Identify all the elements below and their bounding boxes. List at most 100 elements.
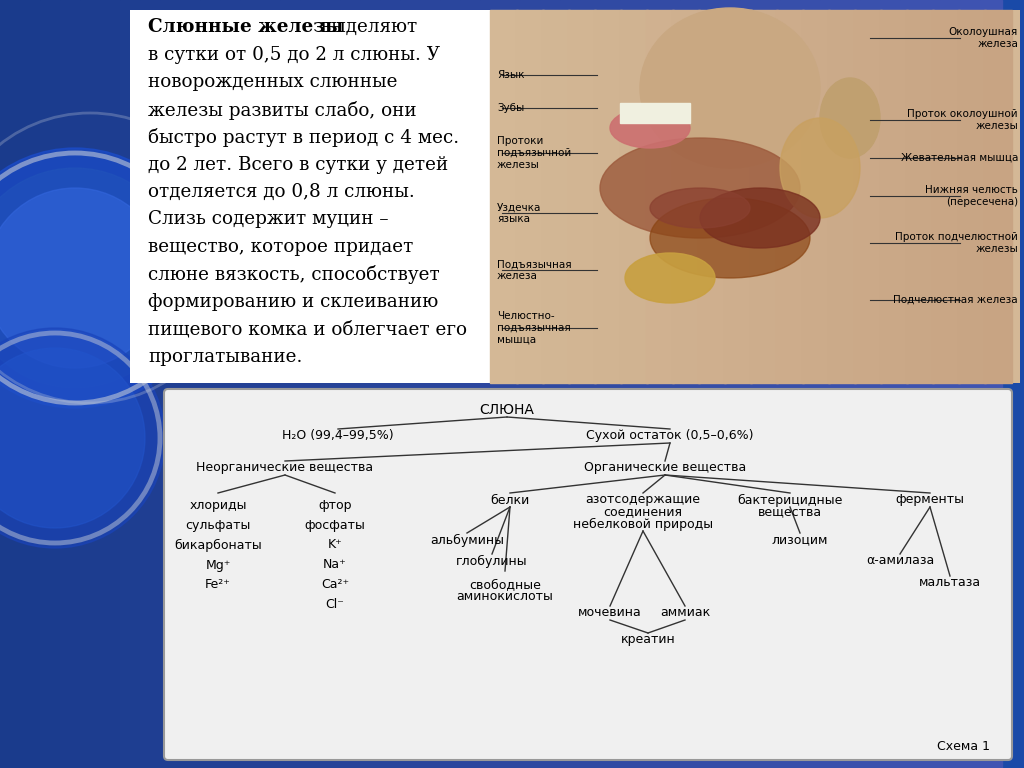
Text: свободные: свободные	[469, 578, 541, 591]
Ellipse shape	[650, 198, 810, 278]
Text: Na⁺: Na⁺	[324, 558, 347, 571]
Bar	[906, 10, 934, 383]
Text: аминокислоты: аминокислоты	[457, 591, 553, 604]
Bar	[961, 0, 982, 768]
Bar	[828, 10, 856, 383]
Bar	[400, 0, 422, 768]
Bar	[840, 0, 862, 768]
Text: хлориды: хлориды	[189, 498, 247, 511]
Bar	[140, 0, 162, 768]
Bar	[700, 0, 722, 768]
Bar	[240, 0, 262, 768]
Ellipse shape	[600, 138, 800, 238]
Text: соединения: соединения	[603, 505, 683, 518]
Bar	[0, 0, 22, 768]
Bar	[880, 10, 908, 383]
Text: аммиак: аммиак	[659, 607, 710, 620]
Bar	[920, 0, 942, 768]
Text: Уздечка
языка: Уздечка языка	[497, 202, 542, 223]
Bar	[940, 0, 962, 768]
Text: Mg⁺: Mg⁺	[206, 558, 230, 571]
Bar	[594, 10, 622, 383]
Circle shape	[0, 348, 145, 528]
Bar	[180, 0, 202, 768]
Bar	[340, 0, 362, 768]
Text: азотсодержащие: азотсодержащие	[586, 494, 700, 507]
Text: Проток околоушной
железы: Проток околоушной железы	[907, 109, 1018, 131]
Text: ферменты: ферменты	[896, 494, 965, 507]
Text: в сутки от 0,5 до 2 л слюны. У: в сутки от 0,5 до 2 л слюны. У	[148, 45, 440, 64]
Bar	[80, 0, 102, 768]
Bar	[720, 0, 742, 768]
Text: мочевина: мочевина	[579, 607, 642, 620]
Text: выделяют: выделяют	[315, 18, 417, 36]
Text: Неорганические вещества: Неорганические вещества	[197, 462, 374, 475]
Text: Подъязычная
железа: Подъязычная железа	[497, 260, 571, 281]
Bar	[542, 10, 570, 383]
Bar	[260, 0, 282, 768]
Text: фтор: фтор	[318, 498, 352, 511]
Text: альбумины: альбумины	[430, 534, 504, 547]
Bar	[672, 10, 700, 383]
Bar	[640, 0, 662, 768]
Text: Проток подчелюстной
железы: Проток подчелюстной железы	[895, 232, 1018, 253]
Bar	[854, 10, 882, 383]
Bar	[380, 0, 402, 768]
FancyBboxPatch shape	[490, 10, 1020, 383]
Circle shape	[0, 148, 205, 408]
Bar	[319, 0, 342, 768]
Bar	[300, 0, 322, 768]
Text: Ca²⁺: Ca²⁺	[321, 578, 349, 591]
Bar	[160, 0, 182, 768]
Bar	[580, 0, 602, 768]
Circle shape	[0, 188, 165, 368]
Text: Cl⁻: Cl⁻	[326, 598, 344, 611]
Text: Протоки
подъязычной
железы: Протоки подъязычной железы	[497, 137, 571, 170]
Text: Слюнные железы: Слюнные железы	[148, 18, 343, 36]
Text: фосфаты: фосфаты	[304, 518, 366, 531]
Text: Жевательная мышца: Жевательная мышца	[901, 153, 1018, 163]
Bar	[520, 0, 542, 768]
Text: глобулины: глобулины	[456, 554, 527, 568]
Bar	[802, 10, 830, 383]
Bar	[620, 10, 648, 383]
Text: белки: белки	[490, 494, 529, 507]
Text: H₂O (99,4–99,5%): H₂O (99,4–99,5%)	[283, 429, 394, 442]
Text: до 2 лет. Всего в сутки у детей: до 2 лет. Всего в сутки у детей	[148, 155, 449, 174]
Bar	[724, 10, 752, 383]
FancyBboxPatch shape	[130, 10, 490, 383]
Text: Челюстно-
подъязычная
мышца: Челюстно- подъязычная мышца	[497, 311, 570, 345]
Bar	[958, 10, 986, 383]
Text: быстро растут в период с 4 мес.: быстро растут в период с 4 мес.	[148, 128, 459, 147]
Text: Подчелюстная железа: Подчелюстная железа	[893, 295, 1018, 305]
Bar	[480, 0, 502, 768]
Ellipse shape	[625, 253, 715, 303]
Bar	[900, 0, 922, 768]
Text: формированию и склеиванию: формированию и склеиванию	[148, 293, 438, 311]
Bar	[740, 0, 762, 768]
Bar	[540, 0, 562, 768]
Text: лизоцим: лизоцим	[772, 534, 828, 547]
Bar	[600, 0, 622, 768]
Bar	[100, 0, 122, 768]
Text: вещество, которое придает: вещество, которое придает	[148, 238, 414, 256]
Text: Схема 1: Схема 1	[937, 740, 990, 753]
FancyBboxPatch shape	[164, 389, 1012, 760]
Ellipse shape	[780, 118, 860, 218]
Text: Слизь содержит муцин –: Слизь содержит муцин –	[148, 210, 388, 229]
Text: K⁺: K⁺	[328, 538, 342, 551]
Circle shape	[0, 328, 165, 548]
Ellipse shape	[640, 8, 820, 168]
Bar	[516, 10, 544, 383]
Circle shape	[0, 168, 185, 388]
Text: вещества: вещества	[758, 505, 822, 518]
Bar	[880, 0, 902, 768]
Text: новорожденных слюнные: новорожденных слюнные	[148, 73, 397, 91]
Text: сульфаты: сульфаты	[185, 518, 251, 531]
Bar	[760, 0, 782, 768]
Bar	[220, 0, 242, 768]
Ellipse shape	[610, 108, 690, 148]
Bar	[620, 103, 690, 123]
Bar	[490, 10, 518, 383]
Ellipse shape	[650, 188, 750, 228]
